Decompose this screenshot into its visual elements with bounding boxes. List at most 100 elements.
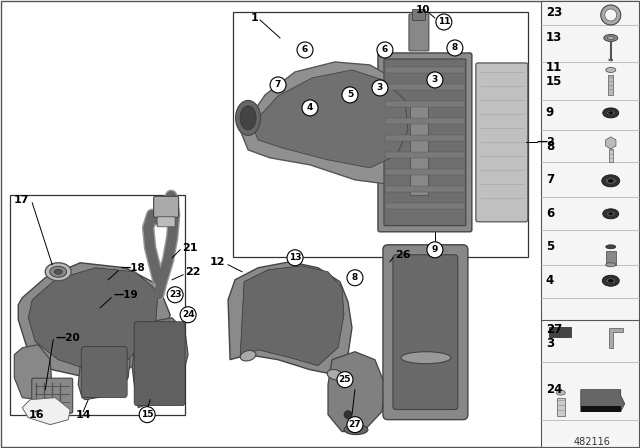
Text: 7: 7 xyxy=(546,173,554,186)
Text: 1: 1 xyxy=(250,13,258,23)
Polygon shape xyxy=(132,318,188,408)
Text: 21: 21 xyxy=(182,243,198,253)
Bar xyxy=(609,149,612,162)
Text: 23: 23 xyxy=(169,290,181,299)
Text: 8: 8 xyxy=(352,273,358,282)
FancyBboxPatch shape xyxy=(384,59,466,226)
FancyBboxPatch shape xyxy=(157,217,175,227)
Text: 25: 25 xyxy=(339,375,351,384)
Bar xyxy=(385,152,465,158)
Text: 24: 24 xyxy=(546,383,562,396)
Polygon shape xyxy=(609,328,623,348)
Text: 27: 27 xyxy=(349,420,362,429)
Text: 3: 3 xyxy=(377,83,383,92)
Bar xyxy=(385,186,465,192)
FancyBboxPatch shape xyxy=(383,245,468,420)
Ellipse shape xyxy=(240,350,256,361)
Text: 3: 3 xyxy=(546,337,554,350)
Circle shape xyxy=(347,417,363,433)
Text: 9: 9 xyxy=(546,107,554,120)
Ellipse shape xyxy=(54,269,62,274)
Bar xyxy=(385,169,465,175)
Ellipse shape xyxy=(45,263,71,281)
FancyBboxPatch shape xyxy=(378,53,472,232)
Text: 6: 6 xyxy=(382,45,388,55)
Circle shape xyxy=(447,40,463,56)
Text: 8: 8 xyxy=(452,43,458,52)
Bar xyxy=(541,1,639,447)
Bar xyxy=(549,327,571,337)
Bar xyxy=(385,118,465,124)
Ellipse shape xyxy=(605,177,616,184)
Ellipse shape xyxy=(606,211,615,216)
Polygon shape xyxy=(28,268,158,370)
Text: 5: 5 xyxy=(546,240,554,253)
Ellipse shape xyxy=(344,425,368,435)
Ellipse shape xyxy=(603,209,619,219)
FancyBboxPatch shape xyxy=(476,63,528,222)
Ellipse shape xyxy=(327,370,343,380)
Circle shape xyxy=(347,270,363,286)
Text: 22: 22 xyxy=(185,267,200,277)
Text: 5: 5 xyxy=(347,90,353,99)
Text: 7: 7 xyxy=(275,81,281,90)
Bar xyxy=(233,12,528,257)
Text: —19: —19 xyxy=(113,290,138,300)
Text: 4: 4 xyxy=(307,103,313,112)
Circle shape xyxy=(372,80,388,96)
Circle shape xyxy=(139,407,155,422)
FancyBboxPatch shape xyxy=(154,196,179,217)
Ellipse shape xyxy=(604,34,618,42)
Bar xyxy=(385,203,465,209)
Ellipse shape xyxy=(602,175,620,187)
Ellipse shape xyxy=(609,112,612,114)
FancyBboxPatch shape xyxy=(134,322,185,405)
Ellipse shape xyxy=(605,263,616,267)
Text: 482116: 482116 xyxy=(573,437,610,447)
Text: 27: 27 xyxy=(546,323,562,336)
Text: 11: 11 xyxy=(438,17,450,26)
FancyBboxPatch shape xyxy=(81,347,127,398)
Text: 17: 17 xyxy=(13,195,29,205)
Ellipse shape xyxy=(603,108,619,118)
Text: 10: 10 xyxy=(416,5,431,15)
Text: 26: 26 xyxy=(395,250,411,260)
Bar xyxy=(608,75,613,95)
Text: 9: 9 xyxy=(432,246,438,254)
Bar xyxy=(410,105,428,195)
Ellipse shape xyxy=(556,390,565,395)
Ellipse shape xyxy=(608,179,613,182)
Text: 24: 24 xyxy=(182,310,195,319)
Bar xyxy=(580,405,621,412)
Circle shape xyxy=(337,372,353,388)
Ellipse shape xyxy=(609,59,612,61)
Bar xyxy=(605,251,616,265)
Text: 6: 6 xyxy=(546,207,554,220)
Circle shape xyxy=(342,87,358,103)
Bar xyxy=(557,398,564,416)
FancyBboxPatch shape xyxy=(393,255,458,409)
Bar xyxy=(385,67,465,73)
Ellipse shape xyxy=(401,352,451,364)
Polygon shape xyxy=(22,398,70,425)
Polygon shape xyxy=(78,340,130,400)
Ellipse shape xyxy=(605,278,616,284)
Polygon shape xyxy=(328,352,385,431)
Ellipse shape xyxy=(607,36,614,39)
FancyBboxPatch shape xyxy=(32,378,73,413)
Text: 6: 6 xyxy=(302,45,308,55)
Text: 11: 11 xyxy=(546,61,562,74)
FancyBboxPatch shape xyxy=(412,9,426,21)
Bar xyxy=(10,195,185,415)
Ellipse shape xyxy=(609,212,612,215)
Bar xyxy=(385,84,465,90)
Bar xyxy=(385,101,465,107)
Circle shape xyxy=(427,72,443,88)
Text: 23: 23 xyxy=(546,6,562,20)
FancyBboxPatch shape xyxy=(409,14,429,51)
Text: 16: 16 xyxy=(28,409,44,420)
Text: 13: 13 xyxy=(289,253,301,262)
Circle shape xyxy=(601,5,621,25)
Ellipse shape xyxy=(605,68,616,73)
Circle shape xyxy=(270,77,286,93)
